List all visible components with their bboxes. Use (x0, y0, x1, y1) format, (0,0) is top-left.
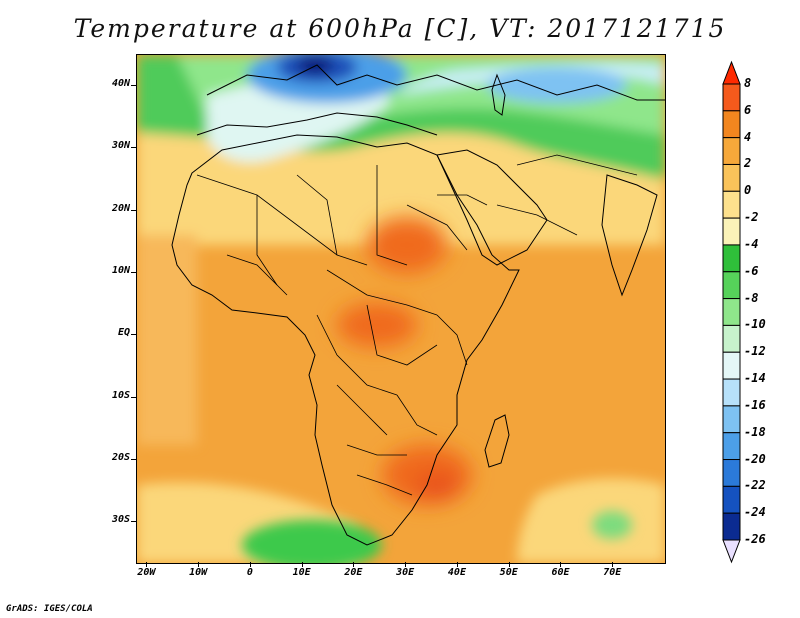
colorbar-label: -18 (744, 424, 766, 439)
lon-tick (508, 562, 510, 567)
colorbar-box (722, 351, 741, 380)
colorbar-box (722, 137, 741, 165)
colorbar-label: -20 (744, 451, 766, 466)
colorbar-box (722, 459, 741, 487)
colorbar-box (722, 432, 741, 461)
colorbar-label: -2 (744, 210, 759, 225)
lon-tick-label: 20E (344, 567, 363, 578)
colorbar-box (722, 378, 741, 407)
lon-tick-label: 60E (551, 567, 570, 578)
lat-tick-label: 20N (111, 202, 130, 214)
lon-tick (560, 562, 562, 567)
temperature-map (137, 55, 665, 563)
lon-tick-label: 0 (246, 567, 253, 578)
lon-tick-label: 50E (499, 567, 518, 578)
lon-tick (456, 562, 458, 567)
lon-tick-label: 70E (603, 567, 622, 578)
chart-title: Temperature at 600hPa [C], VT: 201712171… (73, 14, 727, 43)
lat-tick-label: 30S (111, 514, 130, 526)
lat-tick (131, 459, 136, 461)
map-frame (136, 54, 666, 564)
lon-tick (405, 562, 407, 567)
colorbar-label: -12 (744, 344, 766, 359)
lon-tick (198, 562, 200, 567)
colorbar-box (722, 324, 741, 353)
mediterranean-coastline (196, 112, 438, 136)
credit-text: GrADS: IGES/COLA (6, 604, 93, 614)
colorbar-box (722, 190, 741, 219)
colorbar-box (722, 485, 741, 514)
lon-tick-label: 30E (396, 567, 415, 578)
colorbar-label: 2 (744, 156, 752, 171)
lat-tick-label: 20S (111, 452, 130, 464)
europe-coastline (206, 64, 665, 101)
colorbar-label: -22 (744, 478, 766, 493)
field-cold-blue-east (487, 67, 627, 103)
lat-tick (131, 85, 136, 87)
field-warm-sahel (367, 217, 447, 273)
lat-tick-label: 40N (111, 78, 130, 90)
lat-tick (131, 209, 136, 211)
colorbar-label: 0 (744, 183, 752, 198)
field-cold-core (297, 56, 333, 74)
colorbar-label: -14 (744, 371, 766, 386)
lat-tick (131, 272, 136, 274)
india-coastline (601, 174, 658, 297)
lat-tick-label: EQ (117, 327, 130, 339)
colorbar-label: -10 (744, 317, 766, 332)
colorbar-label: -8 (744, 290, 759, 305)
field-warm-south-core (415, 471, 459, 499)
lon-tick-label: 10W (189, 567, 208, 578)
colorbar-box (722, 83, 741, 112)
arabia-coastline (436, 149, 548, 266)
madagascar-coastline (484, 414, 510, 468)
lat-tick (131, 521, 136, 523)
lat-tick (131, 334, 136, 336)
colorbar-box (722, 271, 741, 300)
lat-tick (131, 396, 136, 398)
lat-tick-label: 10S (111, 389, 130, 401)
colorbar-box (722, 244, 741, 273)
lon-tick (612, 562, 614, 567)
colorbar-bottom-arrow (722, 539, 741, 564)
coastlines (171, 64, 665, 546)
colorbar-label: -24 (744, 505, 766, 520)
colorbar-box (722, 298, 741, 326)
field-south-green-east (592, 511, 632, 539)
field-south-green (242, 520, 382, 563)
lon-tick-label: 40E (447, 567, 466, 578)
field-warm-congo (337, 303, 417, 347)
africa-coastline (171, 134, 520, 546)
lon-tick (146, 562, 148, 567)
colorbar-top-arrow (722, 60, 741, 85)
colorbar-label: -4 (744, 236, 759, 251)
lat-tick-label: 30N (111, 140, 130, 152)
colorbar-label: -6 (744, 263, 759, 278)
colorbar-label: -26 (744, 532, 766, 546)
lon-tick-label: 20W (137, 567, 156, 578)
lon-tick (249, 562, 251, 567)
caspian-coastline (491, 73, 506, 116)
lon-tick-label: 10E (292, 567, 311, 578)
country-borders (196, 154, 638, 496)
colorbar-box (722, 512, 741, 541)
field-west-ocean (137, 235, 197, 445)
colorbar-label: 8 (744, 76, 752, 90)
lon-tick (301, 562, 303, 567)
colorbar-box (722, 405, 741, 434)
field-southeast-yellow (517, 478, 665, 563)
colorbar-label: -16 (744, 397, 766, 412)
colorbar-label: 4 (744, 129, 752, 144)
lat-tick-label: 10N (111, 265, 130, 277)
lat-tick (131, 147, 136, 149)
colorbar-box (722, 163, 741, 192)
lon-tick (353, 562, 355, 567)
colorbar-box (722, 110, 741, 139)
colorbar-box (722, 217, 741, 246)
colorbar-label: 6 (744, 102, 752, 117)
